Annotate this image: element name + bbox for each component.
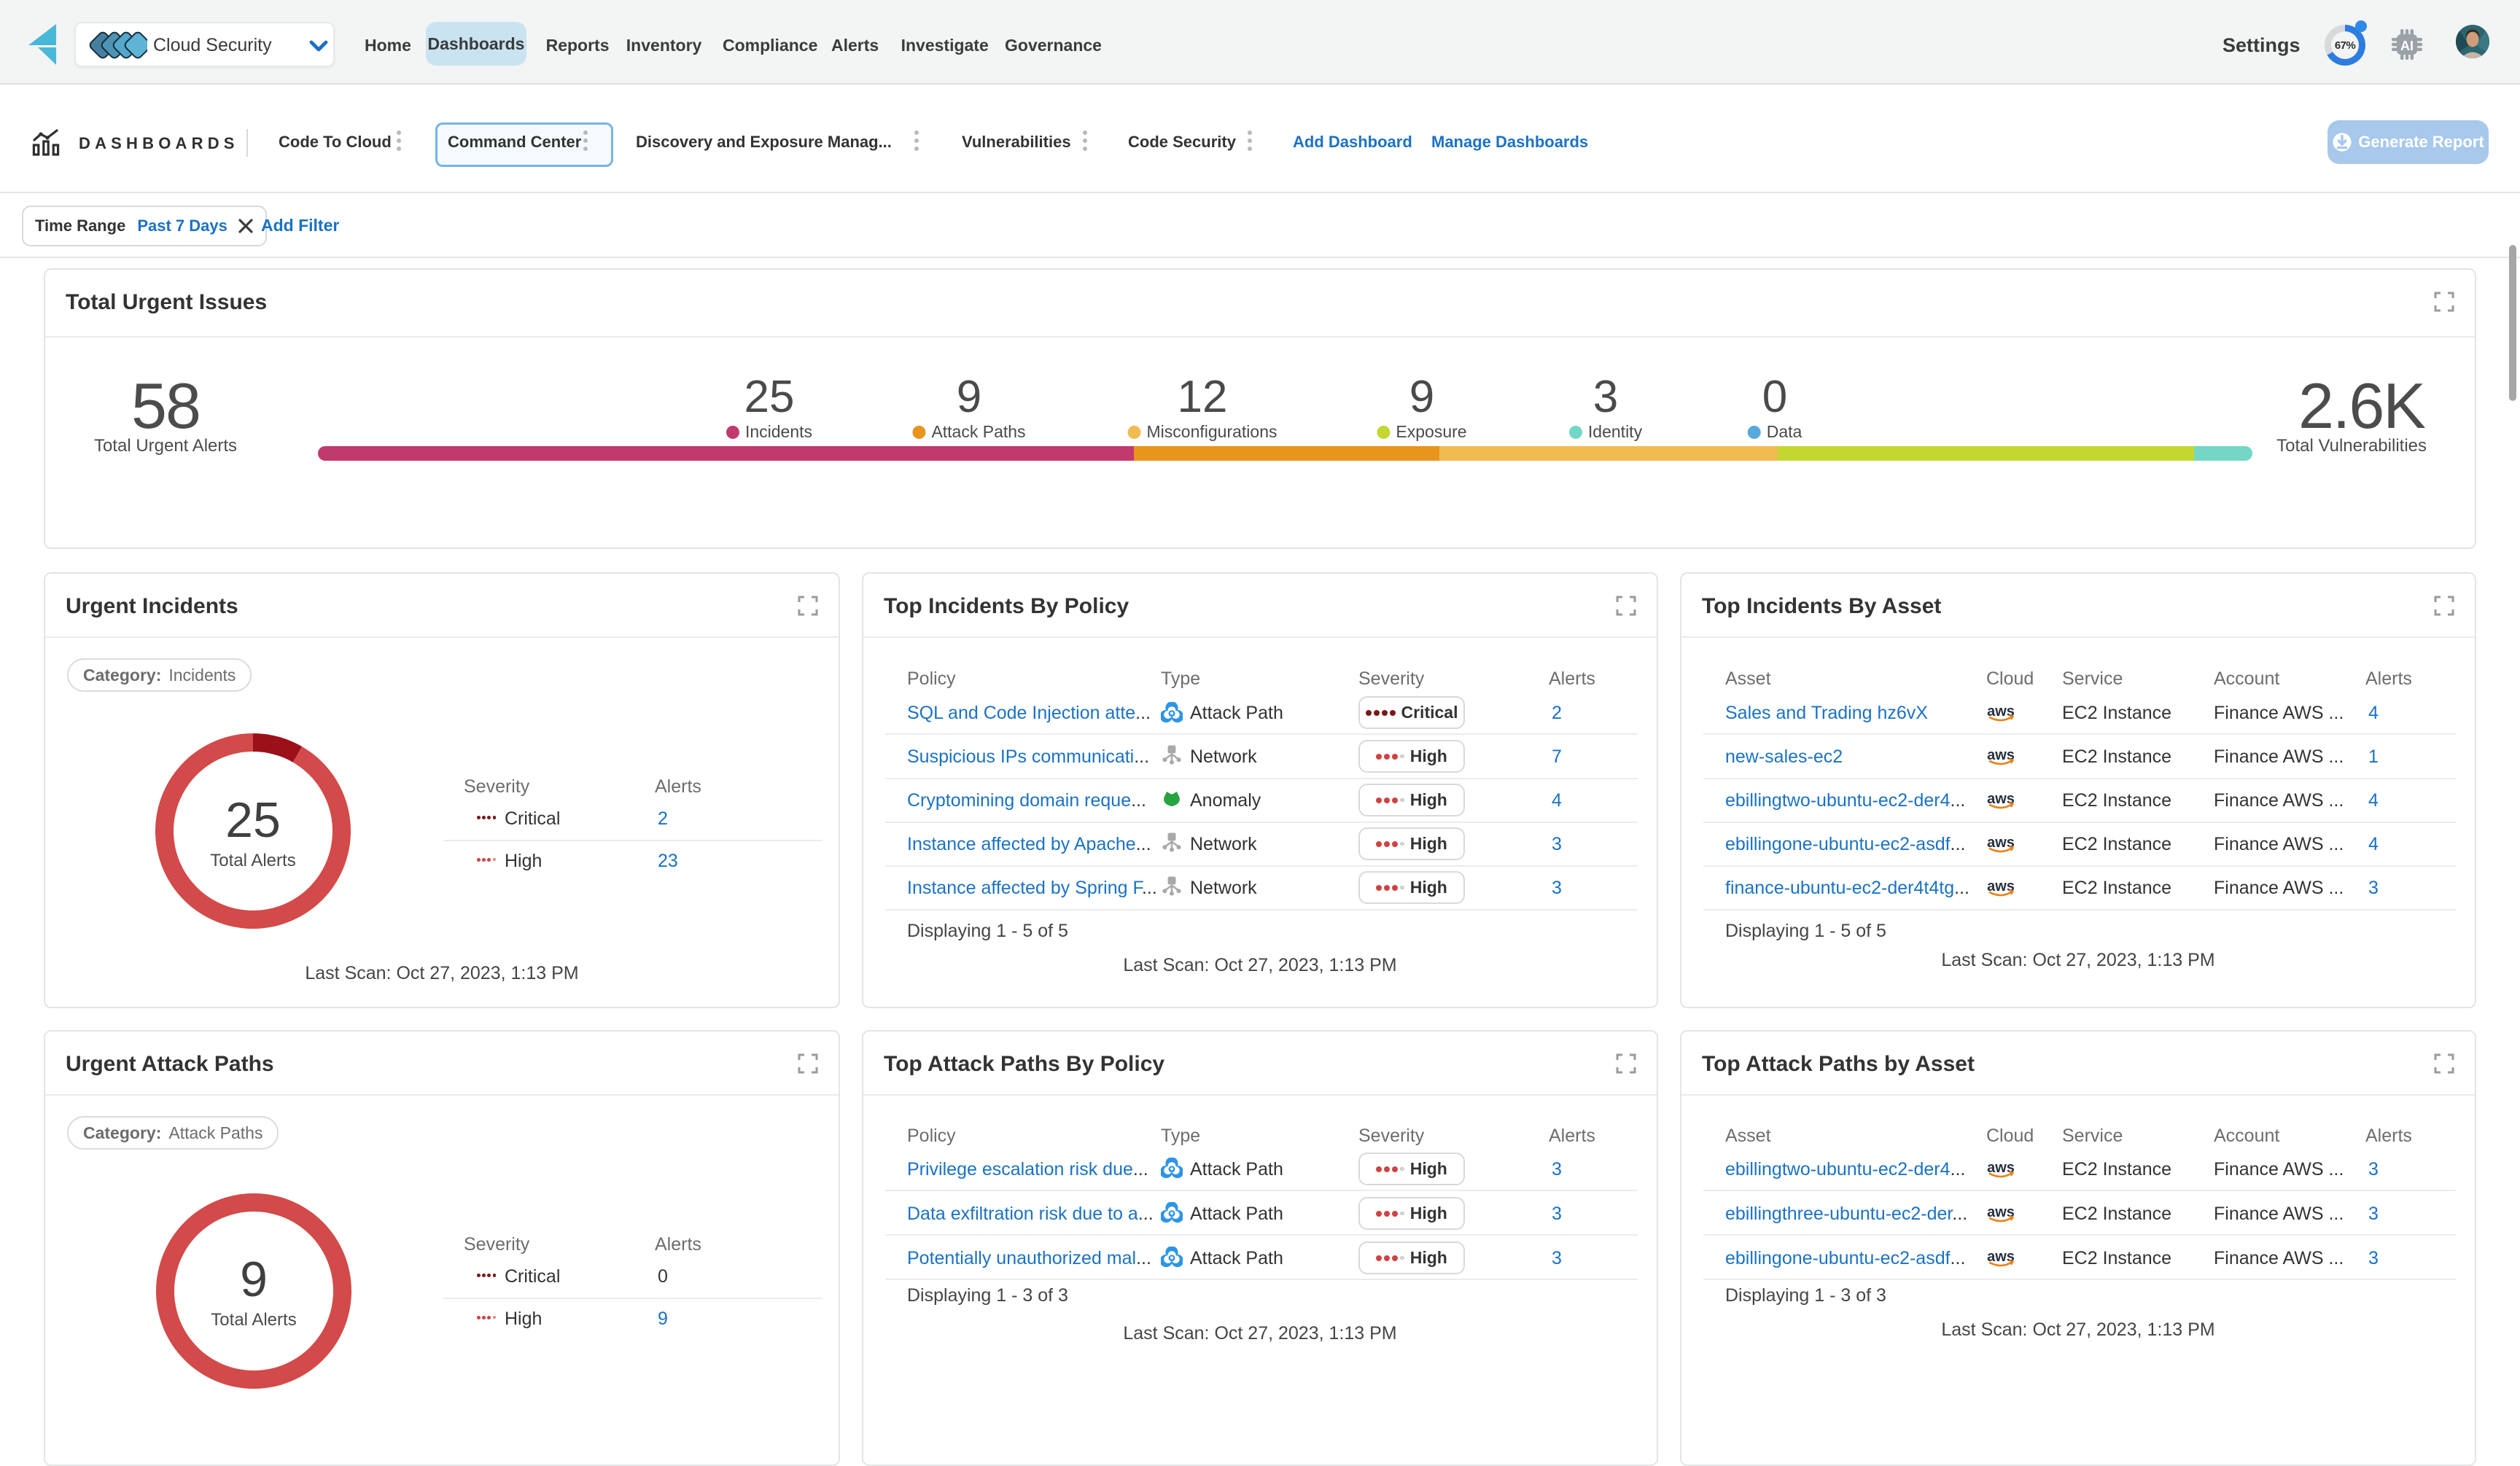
- svg-text:AI: AI: [2400, 39, 2414, 53]
- svg-text:aws: aws: [1987, 747, 2015, 763]
- svg-text:aws: aws: [1987, 1249, 2015, 1265]
- svg-text:aws: aws: [1987, 1160, 2015, 1176]
- svg-text:aws: aws: [1987, 1204, 2015, 1220]
- svg-text:aws: aws: [1987, 835, 2015, 851]
- svg-text:aws: aws: [1987, 878, 2015, 894]
- svg-text:aws: aws: [1987, 703, 2015, 720]
- svg-text:aws: aws: [1987, 791, 2015, 807]
